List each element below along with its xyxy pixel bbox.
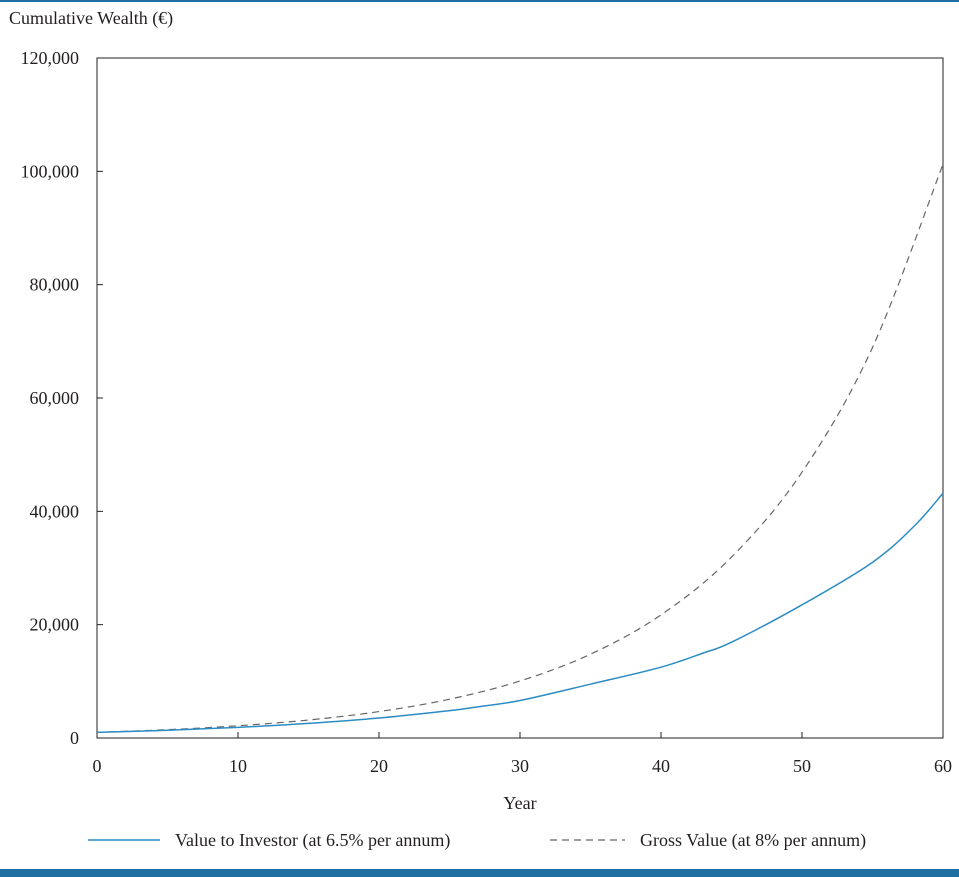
y-tick-label: 120,000 <box>21 48 80 68</box>
x-tick-label: 0 <box>93 756 102 776</box>
x-tick-label: 20 <box>370 756 388 776</box>
legend: Value to Investor (at 6.5% per annum) Gr… <box>88 830 866 851</box>
x-tick-label: 30 <box>511 756 529 776</box>
legend-label-value-to-investor: Value to Investor (at 6.5% per annum) <box>175 830 450 851</box>
y-tick-label: 100,000 <box>21 161 80 181</box>
x-axis-title: Year <box>503 793 536 813</box>
x-tick-label: 60 <box>934 756 952 776</box>
x-axis-ticks: 0 10 20 30 40 50 60 <box>93 732 953 776</box>
series-lines <box>97 164 943 732</box>
plot-frame <box>97 58 943 738</box>
legend-label-gross-value: Gross Value (at 8% per annum) <box>640 830 866 851</box>
series-line-value-to-investor <box>97 493 943 732</box>
x-tick-label: 40 <box>652 756 670 776</box>
bottom-rule <box>0 869 959 877</box>
y-tick-label: 60,000 <box>30 388 80 408</box>
x-tick-label: 50 <box>793 756 811 776</box>
x-tick-label: 10 <box>229 756 247 776</box>
y-tick-label: 20,000 <box>30 615 80 635</box>
y-tick-label: 80,000 <box>30 275 80 295</box>
y-tick-label: 0 <box>70 728 79 748</box>
series-line-gross-value <box>97 164 943 732</box>
y-axis-ticks: 0 20,000 40,000 60,000 80,000 100,000 120,000 <box>21 48 104 748</box>
y-tick-label: 40,000 <box>30 501 80 521</box>
